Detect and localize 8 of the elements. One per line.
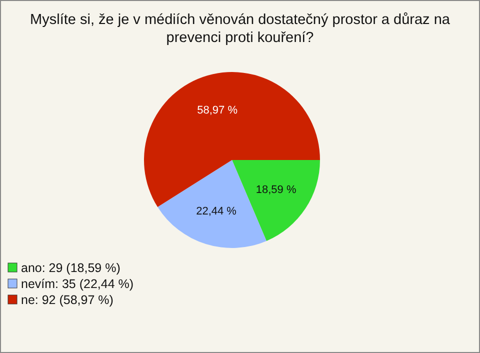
legend-label: ano: 29 (18,59 %) <box>21 261 120 275</box>
pie-slice <box>144 72 320 208</box>
data-label: 18,59 % <box>256 184 296 196</box>
data-label: 58,97 % <box>197 104 238 116</box>
chart-title: Myslíte si, že je v médiích věnován dostatečný prostor a důraz na prevenci proti kouření? <box>30 12 451 46</box>
legend-label: ne: 92 (58,97 %) <box>21 293 114 307</box>
data-label: 22,44 % <box>196 205 237 218</box>
legend-label: nevím: 35 (22,44 %) <box>21 277 134 291</box>
